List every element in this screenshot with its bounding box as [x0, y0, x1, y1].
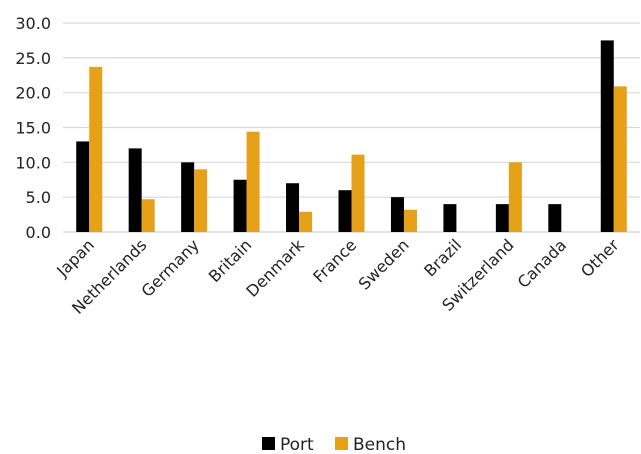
x-category-label: Sweden [355, 235, 413, 293]
y-tick-label: 0.0 [26, 223, 51, 242]
x-category-label: Denmark [242, 235, 308, 301]
bars [76, 40, 627, 232]
x-category-label: Other [577, 235, 623, 281]
x-category-label: Germany [138, 235, 203, 300]
legend-swatch-port [262, 437, 275, 450]
bar-bench-netherlands [141, 199, 155, 232]
bar-bench-sweden [403, 209, 417, 232]
y-tick-label: 30.0 [15, 14, 51, 33]
y-tick-label: 10.0 [15, 153, 51, 172]
bar-bench-britain [246, 131, 260, 232]
legend-label-bench: Bench [353, 435, 406, 454]
x-category-label: Japan [52, 235, 98, 281]
y-tick-label: 5.0 [26, 188, 51, 207]
y-tick-label: 20.0 [15, 84, 51, 103]
bar-bench-germany [194, 169, 208, 232]
bar-bench-japan [89, 66, 103, 232]
legend: Port Bench [262, 435, 406, 454]
bar-bench-france [351, 154, 365, 232]
bar-bench-denmark [299, 211, 313, 232]
bar-port-france [338, 190, 352, 232]
bar-port-other [600, 40, 614, 232]
bar-port-canada [548, 204, 562, 232]
y-tick-label: 15.0 [15, 119, 51, 138]
x-category-label: Brazil [420, 235, 465, 280]
bar-port-britain [233, 179, 247, 232]
bar-port-netherlands [128, 148, 142, 232]
bar-bench-switzerland [508, 162, 522, 232]
x-category-label: France [309, 235, 360, 286]
bar-port-germany [181, 162, 195, 232]
bar-port-denmark [286, 183, 300, 232]
x-category-label: Britain [205, 235, 256, 286]
legend-label-port: Port [280, 435, 314, 454]
y-tick-label: 25.0 [15, 49, 51, 68]
x-category-label: Canada [514, 235, 570, 291]
bar-bench-other [613, 86, 627, 232]
y-axis-tick-labels: 0.0 5.0 10.0 15.0 20.0 25.0 30.0 [15, 14, 51, 242]
bar-port-japan [76, 141, 90, 232]
legend-swatch-bench [335, 437, 348, 450]
bar-port-sweden [390, 197, 404, 232]
bar-port-switzerland [495, 204, 509, 232]
bar-port-brazil [443, 204, 457, 232]
